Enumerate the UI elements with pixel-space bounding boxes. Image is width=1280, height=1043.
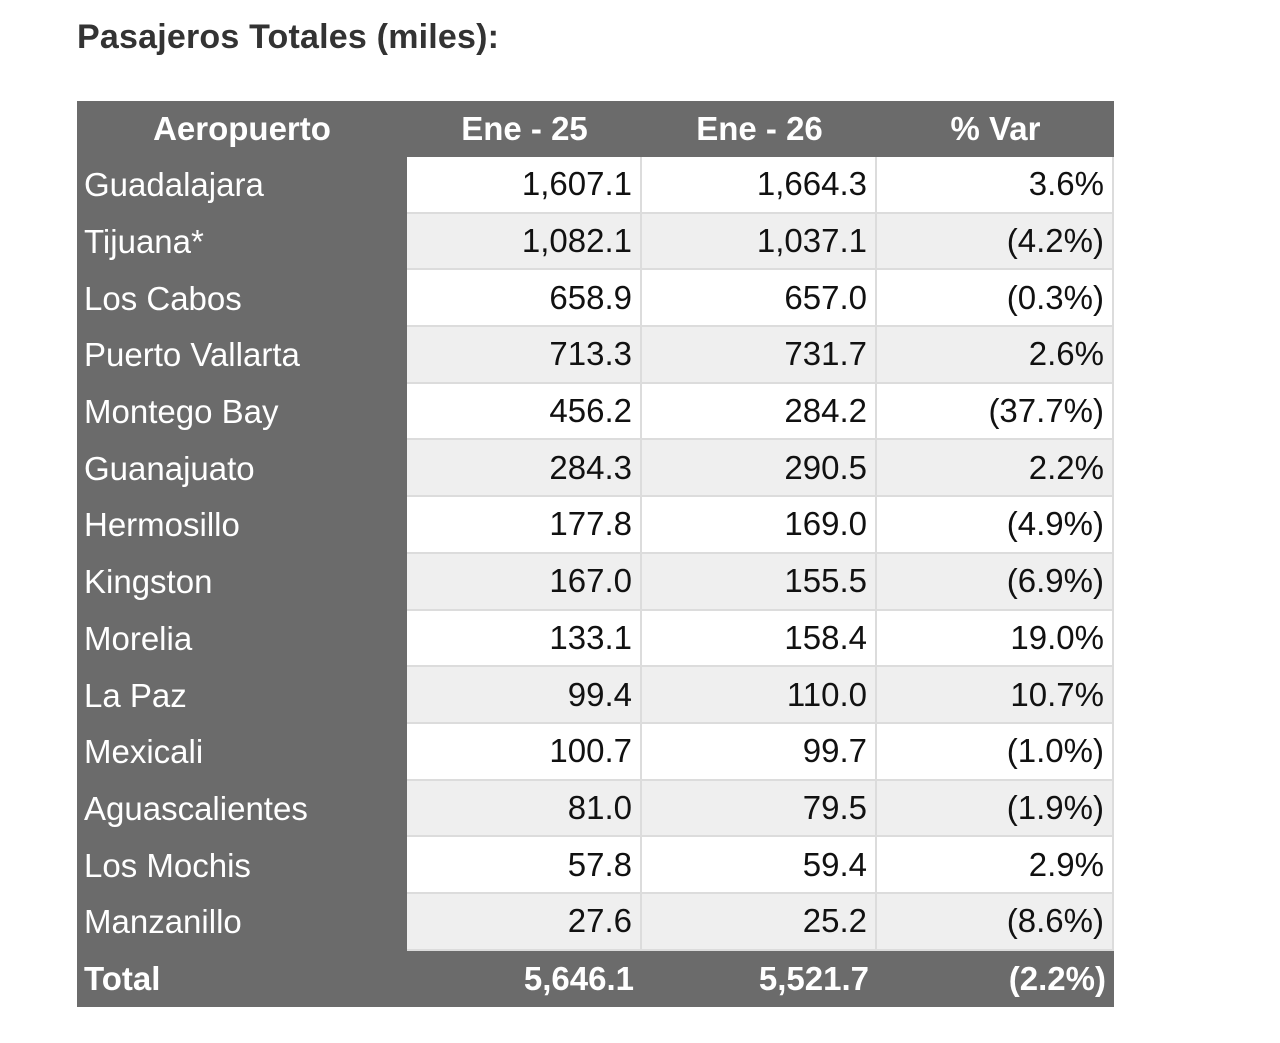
header-airport: Aeropuerto xyxy=(153,110,331,147)
total-row: Total 5,646.1 5,521.7 (2.2%) xyxy=(77,950,1114,1007)
airport-name: Aguascalientes xyxy=(77,780,407,838)
jan25-value: 100.7 xyxy=(407,723,642,781)
var-value: (1.9%) xyxy=(877,780,1114,838)
var-value: 19.0% xyxy=(877,610,1114,668)
jan25-value: 57.8 xyxy=(407,837,642,894)
var-value: 3.6% xyxy=(877,157,1114,214)
jan25-value: 1,082.1 xyxy=(407,213,642,271)
table-row: Mexicali 100.7 99.7 (1.0%) xyxy=(77,723,1114,781)
var-value: 2.2% xyxy=(877,440,1114,498)
jan25-value: 284.3 xyxy=(407,440,642,498)
jan26-value: 99.7 xyxy=(642,723,877,781)
table-header-row: Aeropuerto Ene - 25 Ene - 26 % Var xyxy=(77,101,1114,157)
airport-name: Montego Bay xyxy=(77,383,407,441)
total-label: Total xyxy=(77,950,407,1007)
jan25-value: 133.1 xyxy=(407,610,642,668)
table-row: Puerto Vallarta 713.3 731.7 2.6% xyxy=(77,327,1114,384)
jan25-value: 713.3 xyxy=(407,327,642,384)
airport-name: Manzanillo xyxy=(77,893,407,951)
table-row: Aguascalientes 81.0 79.5 (1.9%) xyxy=(77,780,1114,838)
jan25-value: 99.4 xyxy=(407,667,642,724)
var-value: (4.9%) xyxy=(877,497,1114,554)
table-row: Kingston 167.0 155.5 (6.9%) xyxy=(77,553,1114,611)
jan26-value: 155.5 xyxy=(642,553,877,611)
var-value: (4.2%) xyxy=(877,213,1114,271)
jan25-value: 167.0 xyxy=(407,553,642,611)
var-value: 2.6% xyxy=(877,327,1114,384)
jan26-value: 657.0 xyxy=(642,270,877,328)
airport-name: Morelia xyxy=(77,610,407,668)
airport-name: Mexicali xyxy=(77,723,407,781)
table-row: Hermosillo 177.8 169.0 (4.9%) xyxy=(77,497,1114,554)
table-row: Tijuana* 1,082.1 1,037.1 (4.2%) xyxy=(77,213,1114,271)
table-row: Manzanillo 27.6 25.2 (8.6%) xyxy=(77,893,1114,951)
jan25-value: 177.8 xyxy=(407,497,642,554)
jan26-value: 1,664.3 xyxy=(642,157,877,214)
jan25-value: 1,607.1 xyxy=(407,157,642,214)
jan26-value: 79.5 xyxy=(642,780,877,838)
airport-name: Los Cabos xyxy=(77,270,407,328)
jan26-value: 169.0 xyxy=(642,497,877,554)
header-jan26: Ene - 26 xyxy=(696,110,823,147)
airport-name: Tijuana* xyxy=(77,213,407,271)
jan25-value: 81.0 xyxy=(407,780,642,838)
airport-name: Kingston xyxy=(77,553,407,611)
var-value: 10.7% xyxy=(877,667,1114,724)
jan26-value: 290.5 xyxy=(642,440,877,498)
table-row: Morelia 133.1 158.4 19.0% xyxy=(77,610,1114,668)
jan26-value: 284.2 xyxy=(642,383,877,441)
table-row: La Paz 99.4 110.0 10.7% xyxy=(77,667,1114,724)
total-jan26: 5,521.7 xyxy=(642,950,877,1007)
airport-name: Los Mochis xyxy=(77,837,407,894)
passengers-table: Aeropuerto Ene - 25 Ene - 26 % Var Guada… xyxy=(77,101,1114,1007)
airport-name: Puerto Vallarta xyxy=(77,327,407,384)
airport-name: La Paz xyxy=(77,667,407,724)
jan25-value: 658.9 xyxy=(407,270,642,328)
jan25-value: 27.6 xyxy=(407,893,642,951)
var-value: (8.6%) xyxy=(877,893,1114,951)
jan26-value: 731.7 xyxy=(642,327,877,384)
jan25-value: 456.2 xyxy=(407,383,642,441)
jan26-value: 1,037.1 xyxy=(642,213,877,271)
var-value: 2.9% xyxy=(877,837,1114,894)
var-value: (1.0%) xyxy=(877,723,1114,781)
airport-name: Guanajuato xyxy=(77,440,407,498)
jan26-value: 110.0 xyxy=(642,667,877,724)
jan26-value: 59.4 xyxy=(642,837,877,894)
table-row: Los Cabos 658.9 657.0 (0.3%) xyxy=(77,270,1114,328)
airport-name: Hermosillo xyxy=(77,497,407,554)
jan26-value: 25.2 xyxy=(642,893,877,951)
table-row: Guadalajara 1,607.1 1,664.3 3.6% xyxy=(77,157,1114,214)
total-var: (2.2%) xyxy=(877,950,1114,1007)
var-value: (6.9%) xyxy=(877,553,1114,611)
var-value: (37.7%) xyxy=(877,383,1114,441)
page-title: Pasajeros Totales (miles): xyxy=(77,18,500,56)
header-jan25: Ene - 25 xyxy=(461,110,588,147)
header-var: % Var xyxy=(950,110,1041,147)
airport-name: Guadalajara xyxy=(77,157,407,214)
total-jan25: 5,646.1 xyxy=(407,950,642,1007)
var-value: (0.3%) xyxy=(877,270,1114,328)
table-row: Guanajuato 284.3 290.5 2.2% xyxy=(77,440,1114,498)
jan26-value: 158.4 xyxy=(642,610,877,668)
table-row: Los Mochis 57.8 59.4 2.9% xyxy=(77,837,1114,894)
table-row: Montego Bay 456.2 284.2 (37.7%) xyxy=(77,383,1114,441)
